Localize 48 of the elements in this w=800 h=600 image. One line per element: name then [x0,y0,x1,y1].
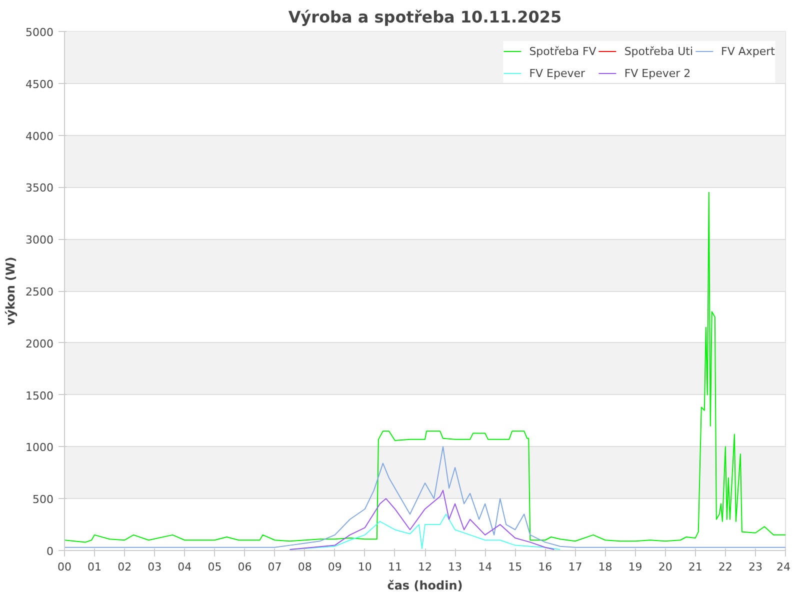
legend-label: FV Epever [529,66,586,80]
x-tick-label: 16 [538,560,552,574]
x-tick-label: 24 [776,560,791,574]
x-tick-label: 03 [148,560,162,574]
x-tick-label: 21 [688,560,702,574]
x-tick-label: 01 [88,560,102,574]
y-tick-label: 1000 [26,441,54,454]
legend-label: Spotřeba FV [529,44,596,58]
x-tick-label: 10 [358,560,372,574]
line-series [64,192,786,543]
y-tick-label: 0 [46,545,54,558]
y-tick-label: 2000 [26,337,54,350]
y-tick-label: 4000 [26,130,54,143]
y-axis-title: výkon (W) [4,256,18,326]
x-tick-label: 04 [178,560,192,574]
legend-label: FV Axpert [721,44,775,58]
line-series [64,446,786,548]
legend-label: Spotřeba Uti [624,44,694,58]
x-tick-label: 17 [568,560,582,574]
x-tick-label: 14 [478,560,492,574]
legend-label: FV Epever 2 [624,66,691,80]
x-tick-label: 15 [508,560,522,574]
x-tick-label: 19 [628,560,642,574]
x-tick-label: 13 [448,560,462,574]
x-tick-label: 07 [268,560,282,574]
x-tick-label: 02 [118,560,132,574]
line-series [289,490,555,550]
chart-title: Výroba a spotřeba 10.11.2025 [288,8,562,26]
line-series [289,514,561,550]
x-tick-label: 22 [718,560,732,574]
y-tick-label: 2500 [26,286,54,298]
x-tick-label: 09 [328,560,342,574]
x-tick-label: 20 [658,560,672,574]
y-tick-label: 4500 [26,78,54,91]
x-tick-label: 18 [598,560,612,574]
x-tick-label: 00 [58,560,72,574]
x-tick-label: 12 [418,560,432,574]
y-tick-label: 1500 [26,389,54,402]
x-tick-label: 23 [748,560,762,574]
y-tick-label: 3000 [26,234,54,247]
x-tick-label: 06 [238,560,252,574]
x-tick-label: 05 [208,560,222,574]
x-tick-label: 11 [388,560,402,574]
x-axis-title: čas (hodin) [387,578,463,592]
x-tick-label: 08 [298,560,312,574]
y-tick-label: 5000 [26,26,54,39]
y-tick-label: 3500 [26,182,54,195]
y-tick-label: 500 [32,493,54,506]
